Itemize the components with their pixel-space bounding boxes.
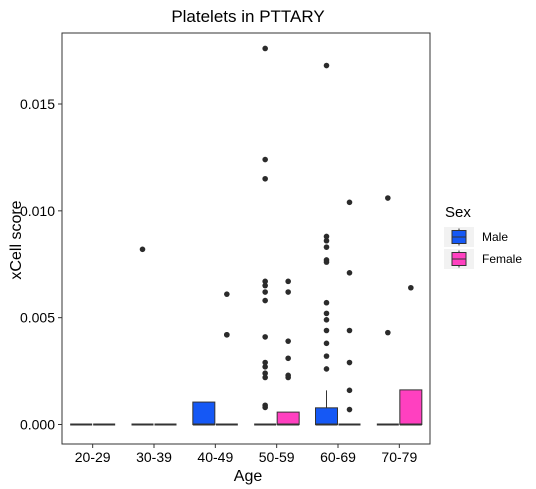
outlier-layer — [139, 45, 414, 413]
legend-label-female: Female — [482, 252, 522, 266]
female-outlier-point — [346, 199, 353, 206]
x-axis-title: Age — [234, 468, 263, 485]
female-outlier-point — [285, 374, 291, 381]
male-box — [192, 401, 216, 426]
y-axis: 0.000 0.005 0.010 0.015 — [20, 96, 62, 433]
x-tick-label: 50-59 — [259, 449, 295, 465]
female-outlier-point — [346, 387, 353, 394]
male-outlier-point — [323, 310, 330, 317]
female-outlier-point — [285, 278, 291, 285]
y-tick-label: 0.015 — [20, 96, 55, 112]
female-outlier-point — [346, 327, 353, 334]
male-outlier-point — [323, 237, 330, 244]
female-outlier-point — [408, 284, 414, 291]
male-outlier-point — [262, 45, 268, 52]
legend: Sex Male Female — [444, 204, 522, 269]
male-outlier-point — [262, 364, 268, 370]
male-outlier-point — [139, 246, 146, 253]
male-outlier-point — [385, 195, 391, 201]
female-outlier-point — [224, 331, 230, 338]
male-outlier-point — [262, 334, 268, 340]
male-outlier-point — [323, 299, 330, 306]
x-tick-label: 30-39 — [136, 449, 172, 465]
male-outlier-point — [323, 353, 330, 359]
male-outlier-point — [262, 359, 268, 366]
y-tick-label: 0.005 — [20, 310, 55, 326]
box-layer — [70, 389, 423, 426]
male-outlier-point — [323, 259, 330, 265]
y-tick-label: 0.000 — [20, 417, 55, 433]
legend-title: Sex — [445, 204, 471, 221]
x-tick-label: 40-49 — [197, 449, 233, 465]
male-outlier-point — [262, 278, 268, 285]
male-outlier-point — [262, 282, 268, 289]
male-outlier-point — [262, 289, 268, 295]
male-outlier-point — [323, 62, 330, 69]
male-outlier-point — [323, 327, 330, 334]
female-box — [399, 389, 423, 426]
x-tick-label: 20-29 — [75, 449, 111, 465]
y-tick-label: 0.010 — [20, 203, 55, 219]
x-tick-label: 60-69 — [320, 449, 356, 465]
female-outlier-point — [346, 270, 353, 276]
x-axis: 20-29 30-39 40-49 50-59 60-69 70-79 — [75, 444, 417, 465]
male-outlier-point — [323, 366, 330, 372]
male-outlier-point — [262, 297, 268, 304]
male-outlier-point — [262, 370, 268, 377]
male-outlier-point — [323, 340, 330, 347]
chart-title: Platelets in PTTARY — [171, 7, 324, 26]
legend-label-male: Male — [482, 230, 508, 244]
male-outlier-point — [262, 156, 268, 163]
female-outlier-point — [285, 355, 291, 362]
male-outlier-point — [323, 233, 330, 240]
male-outlier-point — [385, 329, 391, 336]
y-axis-title: xCell score — [8, 200, 25, 279]
male-outlier-point — [262, 404, 268, 411]
female-outlier-point — [346, 406, 353, 413]
male-outlier-point — [323, 244, 330, 250]
female-outlier-point — [346, 359, 353, 366]
female-outlier-point — [285, 289, 291, 295]
plot-panel — [61, 32, 431, 445]
x-tick-label: 70-79 — [381, 449, 417, 465]
male-box — [315, 407, 338, 426]
male-outlier-point — [262, 374, 268, 381]
female-outlier-point — [224, 291, 230, 297]
male-outlier-point — [262, 175, 268, 182]
female-outlier-point — [285, 338, 291, 344]
female-box — [276, 411, 300, 426]
male-outlier-point — [323, 317, 330, 323]
